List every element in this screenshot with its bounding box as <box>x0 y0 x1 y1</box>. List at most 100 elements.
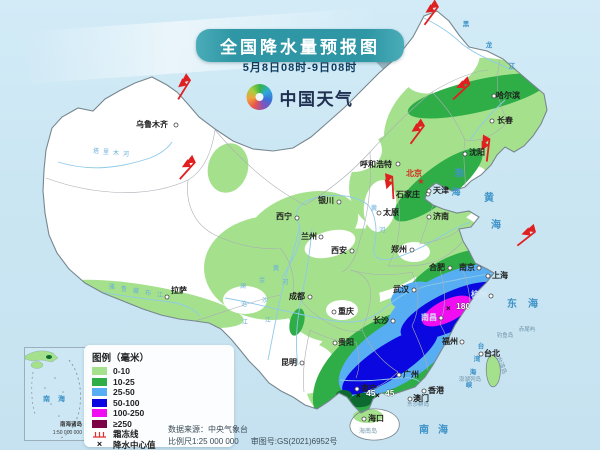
legend-label: 10-25 <box>113 376 135 387</box>
city-marker <box>459 339 465 345</box>
river-label: 河 <box>123 150 129 158</box>
city-marker <box>438 315 444 321</box>
river-label: 木 <box>113 149 119 157</box>
city-marker <box>354 386 360 392</box>
city-label: 太原 <box>382 207 399 217</box>
city: 西安 <box>331 245 355 255</box>
river-label: 塔 <box>93 147 99 155</box>
river-label: 河 <box>282 278 289 286</box>
rivers <box>57 17 513 383</box>
legend-label: 0-10 <box>113 366 131 376</box>
city-marker <box>294 215 300 221</box>
legend-item-center: × 降水中心值 <box>92 440 226 450</box>
city: 天津 <box>426 185 449 195</box>
precip-center-label: 降水中心值 <box>113 439 156 450</box>
city-label: 呼和浩特 <box>360 159 392 169</box>
city-label: 南宁 <box>361 383 377 393</box>
inset-minimap <box>25 350 82 439</box>
sea-label: 台 <box>478 341 485 350</box>
legend-item: ≥250 <box>92 419 226 430</box>
city-marker <box>411 287 417 293</box>
city: 银川 <box>317 195 342 205</box>
city-marker <box>409 247 415 253</box>
city-marker <box>476 265 482 271</box>
city-label: 沈阳 <box>469 147 485 157</box>
city-marker <box>299 360 305 366</box>
city-marker <box>173 122 179 128</box>
city-label: 昆明 <box>281 357 297 367</box>
city-label: 南昌 <box>421 312 437 322</box>
city-marker <box>488 293 494 299</box>
city-marker <box>390 318 396 324</box>
city-marker <box>489 118 495 124</box>
city: 济南 <box>426 211 449 221</box>
city: 哈尔滨 <box>491 90 520 100</box>
city-marker <box>307 294 313 300</box>
city-marker <box>478 351 484 357</box>
legend-swatch <box>92 398 107 407</box>
river-label: 黄 <box>371 203 378 212</box>
river-label: 江 <box>265 317 271 324</box>
city: 台北 <box>478 348 500 358</box>
river-label: 沙 <box>262 297 268 304</box>
sea-label: 海 <box>491 218 501 231</box>
forecast-period: 5月8日08时-9日08时 <box>242 62 358 74</box>
sea-label: 龙 <box>485 40 493 49</box>
river-label: 布 <box>145 289 151 297</box>
city-label: 济南 <box>433 211 449 221</box>
legend-box: 图例（毫米） 0-10 10-25 25-50 50-100 100-250 ≥250 霜… <box>84 345 234 450</box>
city-marker <box>426 188 432 194</box>
sea-label: 海 <box>470 367 477 376</box>
city: 上海 <box>485 270 508 280</box>
city: 福州 <box>441 336 465 346</box>
province-borders <box>45 59 509 393</box>
precip-center-values: × 180× 45 × 45 <box>356 301 471 400</box>
city-label: 北京 <box>406 168 422 178</box>
precip-center-icon: × <box>356 391 361 400</box>
city-marker <box>485 273 491 279</box>
legend-label: 50-100 <box>113 397 140 408</box>
sea-label: 峡 <box>466 380 473 389</box>
city-label: 南京 <box>459 262 475 272</box>
legend-label: 25-50 <box>113 387 135 397</box>
river-label: 江 <box>431 282 438 290</box>
city-label: 乌鲁木齐 <box>136 119 169 129</box>
river-labels: 塔里木河黄河黄河长 江金沙江澜沧江雅鲁藏布江 <box>93 147 438 326</box>
legend-item: 50-100 <box>92 398 226 409</box>
city-label: 贵阳 <box>338 337 354 347</box>
inset-sea-label: 南海 <box>43 396 73 403</box>
precip-center-value: 45 <box>385 388 395 398</box>
sea-label: 东 <box>507 297 517 310</box>
map-title-banner: 全国降水量预报图 <box>196 29 404 62</box>
inset-scale: 1:50 000 000 <box>52 430 82 436</box>
sea-label: 南 <box>419 423 429 436</box>
island-label: 赤尾屿 <box>519 325 536 333</box>
precip-center-icon: × <box>446 304 451 313</box>
river-label: 雅 <box>109 283 115 291</box>
sea-label: 黄 <box>484 191 494 204</box>
city-marker <box>164 294 170 300</box>
city-label: 长沙 <box>373 315 389 325</box>
city-label: 香港 <box>427 385 445 395</box>
city: 长沙 <box>373 315 396 325</box>
city: 武汉 <box>393 284 417 294</box>
map-title: 全国降水量预报图 <box>220 38 380 57</box>
frost-line-label: 霜冻线 <box>113 429 139 439</box>
source-notes: 数据来源：中央气象台 比例尺1:25 000 000 审图号:GS(2021)69… <box>168 424 349 448</box>
city-label: 台北 <box>484 348 500 358</box>
approval-number: 审图号:GS(2021)6952号 <box>250 437 338 446</box>
city: 杭州 <box>471 289 494 299</box>
city-label: 福州 <box>441 336 458 346</box>
legend-swatch <box>92 419 107 428</box>
island-label: 东沙群岛 <box>407 400 430 408</box>
city-label: 拉萨 <box>171 285 187 295</box>
island-label: 海南岛 <box>359 427 377 435</box>
river-label: 鲁 <box>121 285 127 293</box>
city-label: 西安 <box>331 245 347 255</box>
city: 长春 <box>489 115 513 125</box>
city-marker <box>331 309 337 315</box>
river-label: 里 <box>103 149 109 156</box>
city-marker <box>396 372 402 378</box>
rain-100-250 <box>422 295 472 327</box>
